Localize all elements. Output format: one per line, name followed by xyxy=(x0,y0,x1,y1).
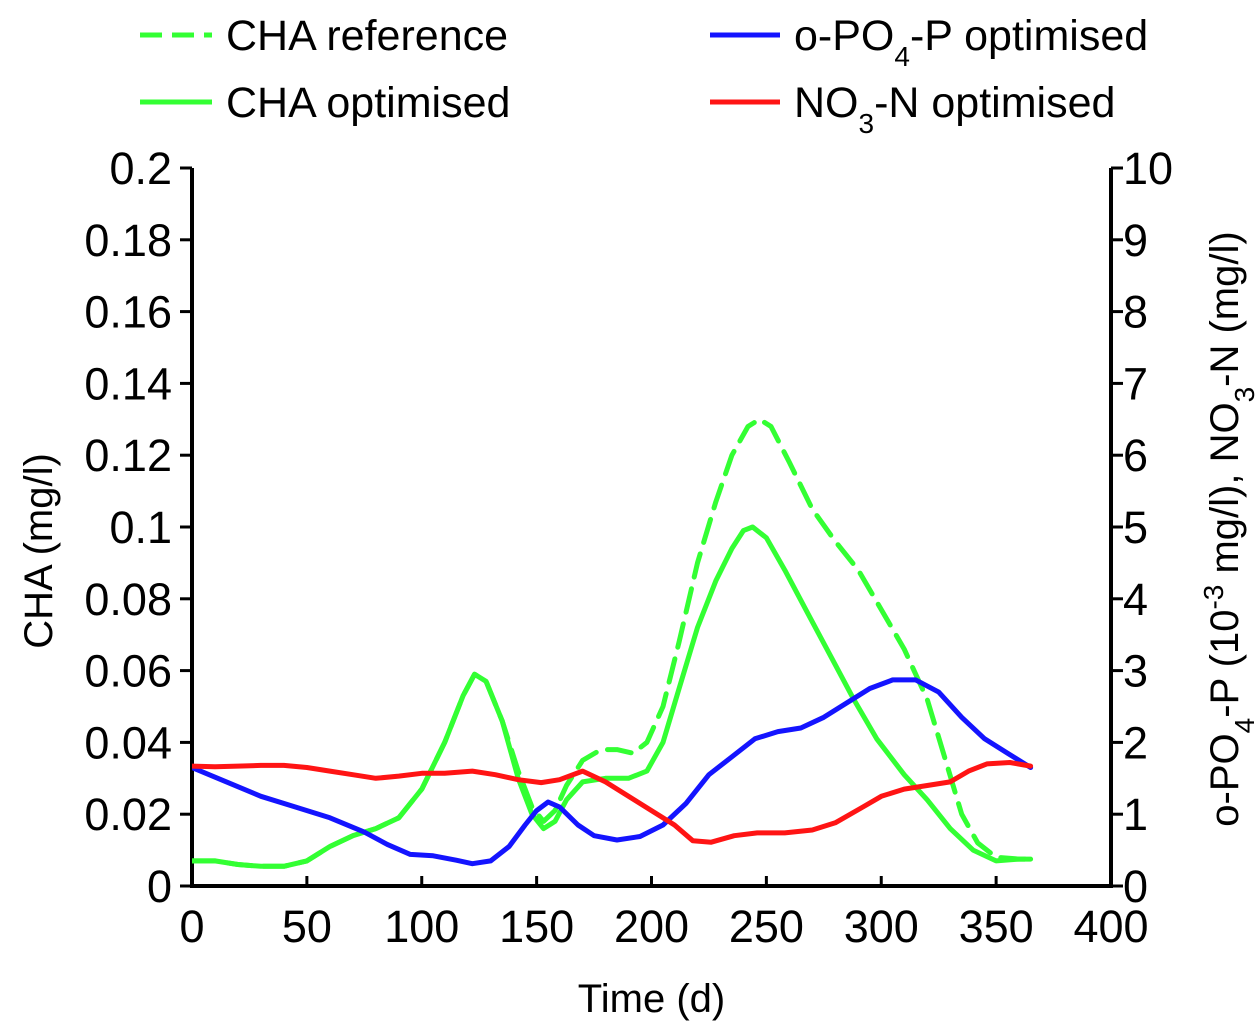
legend-label-0: CHA reference xyxy=(226,12,508,60)
series-group xyxy=(192,416,1034,869)
x-tick-label: 50 xyxy=(282,901,332,952)
x-tick-label: 400 xyxy=(1073,901,1148,952)
x-axis-title: Time (d) xyxy=(578,977,725,1021)
label-part: -3 xyxy=(1198,585,1229,610)
y-left-tick-label: 0.2 xyxy=(109,143,172,194)
y-right-tick-label: 0 xyxy=(1123,861,1148,912)
series-line-2 xyxy=(192,677,1034,867)
y-left-tick-label: 0.12 xyxy=(84,430,172,481)
x-tick-label: 150 xyxy=(499,901,574,952)
legend: CHA reference CHA optimised o-PO4-P optimi… xyxy=(140,12,1148,139)
series-line-3 xyxy=(192,760,1034,845)
y-right-axis-title: o-PO4-P (10-3 mg/l), NO3-N (mg/l) xyxy=(1198,231,1259,826)
y-left-tick-label: 0.18 xyxy=(84,215,172,266)
x-tick-label: 350 xyxy=(959,901,1034,952)
series-line-1 xyxy=(192,524,1034,869)
label-part: 4 xyxy=(894,41,910,72)
y-right-tick-label: 10 xyxy=(1123,143,1173,194)
x-tick-label: 200 xyxy=(614,901,689,952)
legend-label-3: NO3-N optimised xyxy=(794,79,1115,139)
label-part: CHA reference xyxy=(226,12,508,60)
y-right-tick-label: 9 xyxy=(1123,215,1148,266)
label-part: -N (mg/l) xyxy=(1203,231,1247,387)
x-tick-label: 250 xyxy=(729,901,804,952)
legend-label-1: CHA optimised xyxy=(226,79,510,127)
y-right-tick-label: 7 xyxy=(1123,358,1148,409)
x-tick-label: 100 xyxy=(384,901,459,952)
legend-item-3: NO3-N optimised xyxy=(710,79,1115,139)
series-line-0 xyxy=(192,416,1034,869)
label-part: 3 xyxy=(1229,387,1259,403)
label-part: CHA optimised xyxy=(226,79,510,127)
y-left-tick-label: 0 xyxy=(147,861,172,912)
y-left-tick-label: 0.14 xyxy=(84,358,172,409)
label-part: mg/l), NO xyxy=(1203,402,1247,584)
y-right-tick-label: 5 xyxy=(1123,502,1148,553)
label-part: NO xyxy=(794,79,859,127)
y-left-tick-label: 0.16 xyxy=(84,287,172,338)
legend-item-0: CHA reference xyxy=(140,12,508,60)
y-left-tick-label: 0.06 xyxy=(84,646,172,697)
y-left-tick-label: 0.02 xyxy=(84,789,172,840)
y-right-tick-label: 8 xyxy=(1123,287,1148,338)
legend-item-1: CHA optimised xyxy=(140,79,510,127)
label-part: -P optimised xyxy=(910,12,1148,60)
y-left-tick-label: 0.04 xyxy=(84,717,172,768)
legend-label-2: o-PO4-P optimised xyxy=(794,12,1148,72)
y-left-tick-label: 0.08 xyxy=(84,574,172,625)
label-part: -N optimised xyxy=(874,79,1115,127)
y-left-tick-label: 0.1 xyxy=(109,502,172,553)
x-tick-label: 300 xyxy=(844,901,919,952)
label-part: 3 xyxy=(859,108,875,139)
y-right-tick-label: 3 xyxy=(1123,646,1148,697)
legend-item-2: o-PO4-P optimised xyxy=(710,12,1148,72)
label-part: o-PO xyxy=(1203,733,1247,826)
y-right-tick-label: 1 xyxy=(1123,789,1148,840)
y-left-axis-title: CHA (mg/l) xyxy=(17,453,61,649)
y-right-tick-label: 4 xyxy=(1123,574,1148,625)
x-tick-label: 0 xyxy=(179,901,204,952)
label-part: o-PO xyxy=(794,12,894,60)
label-part: 4 xyxy=(1229,718,1259,734)
axes: 0 50 100 150 200 250 300 350 40000.020.040.060.0… xyxy=(84,143,1173,952)
label-part: -P (10 xyxy=(1203,610,1247,718)
y-right-tick-label: 2 xyxy=(1123,717,1148,768)
y-right-tick-label: 6 xyxy=(1123,430,1148,481)
